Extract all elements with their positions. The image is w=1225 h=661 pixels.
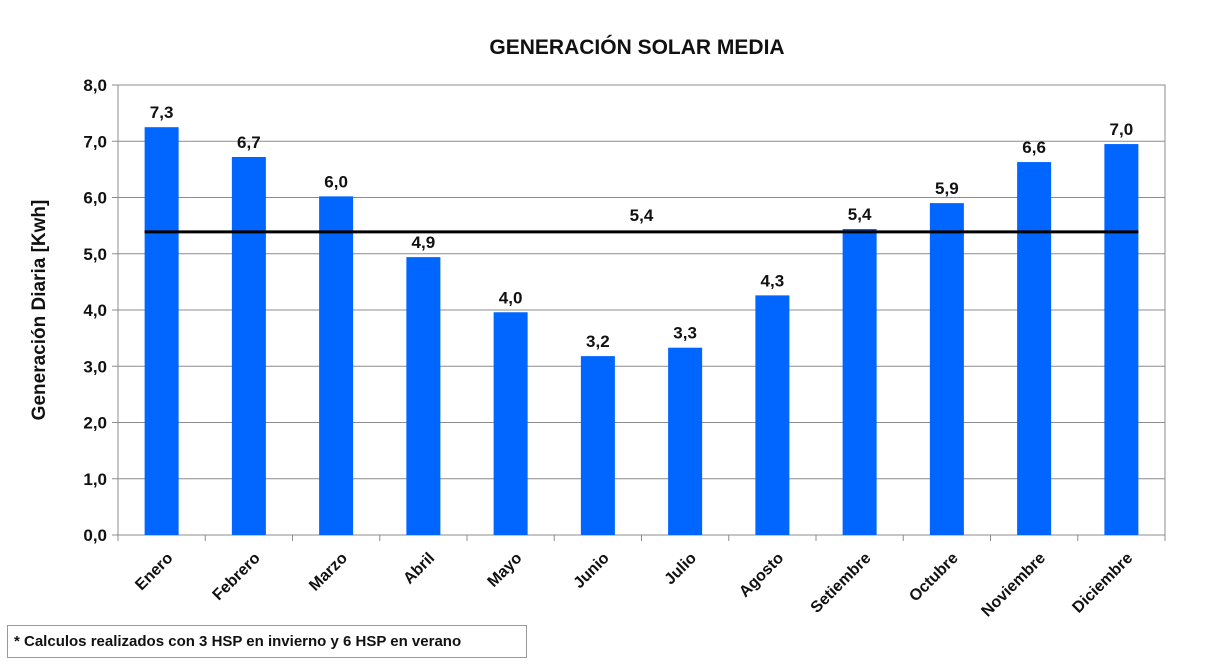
x-category-label: Agosto xyxy=(736,550,787,601)
x-category-label: Setiembre xyxy=(808,550,875,617)
y-tick-label: 4,0 xyxy=(83,301,107,320)
bar xyxy=(755,295,790,535)
x-category-label: Diciembre xyxy=(1069,550,1136,617)
bar xyxy=(668,347,703,535)
bar xyxy=(842,229,877,535)
data-label: 4,3 xyxy=(761,271,785,290)
x-category-label: Mayo xyxy=(485,550,526,591)
gridlines xyxy=(118,140,1165,480)
x-category-label: Noviembre xyxy=(978,550,1049,621)
chart-title: GENERACIÓN SOLAR MEDIA xyxy=(489,35,784,59)
x-category-label: Junio xyxy=(571,550,613,592)
reference-line-group: 5,4 xyxy=(144,206,1139,234)
y-tick-label: 5,0 xyxy=(83,245,107,264)
bar xyxy=(1104,144,1139,535)
data-label: 4,9 xyxy=(412,233,436,252)
y-tick-label: 7,0 xyxy=(83,132,107,151)
y-tick-label: 2,0 xyxy=(83,414,107,433)
data-label: 6,0 xyxy=(324,172,348,191)
data-label: 7,0 xyxy=(1110,120,1134,139)
y-tick-label: 6,0 xyxy=(83,189,107,208)
y-tick-label: 0,0 xyxy=(83,526,107,545)
y-tick-label: 8,0 xyxy=(83,76,107,95)
y-tick-label: 1,0 xyxy=(83,470,107,489)
x-axis-categories: Enero Febrero Marzo Abril Mayo Junio Julio Agos… xyxy=(132,550,1136,621)
x-category-label: Octubre xyxy=(906,550,961,605)
bar xyxy=(406,257,441,535)
bar xyxy=(493,312,528,535)
x-category-label: Marzo xyxy=(306,550,351,595)
data-label: 3,2 xyxy=(586,332,610,351)
bars xyxy=(144,127,1139,535)
y-axis-label: Generación Diaria [Kwh] xyxy=(29,200,50,421)
bar xyxy=(231,157,266,535)
x-category-label: Febrero xyxy=(210,550,264,604)
bar xyxy=(319,196,354,535)
data-label: 4,0 xyxy=(499,288,523,307)
data-label: 6,7 xyxy=(237,133,261,152)
data-label: 5,4 xyxy=(848,205,872,224)
data-label: 5,9 xyxy=(935,179,959,198)
bar xyxy=(580,356,615,535)
bar xyxy=(144,127,179,535)
average-line-label: 5,4 xyxy=(630,206,654,225)
data-label: 6,6 xyxy=(1022,138,1046,157)
x-category-label: Enero xyxy=(132,550,176,594)
bar xyxy=(929,203,964,535)
y-axis-ticks: 0,0 1,0 2,0 3,0 4,0 5,0 6,0 7,0 8,0 xyxy=(83,76,1166,545)
y-tick-label: 3,0 xyxy=(83,357,107,376)
footnote: * Calculos realizados con 3 HSP en invie… xyxy=(7,625,527,658)
x-category-label: Julio xyxy=(662,550,701,589)
data-label: 3,3 xyxy=(673,324,697,343)
data-labels: 7,3 6,7 6,0 4,9 4,0 3,2 3,3 4,3 5,4 5,9 6,6 7,0 xyxy=(150,103,1133,351)
data-label: 7,3 xyxy=(150,103,174,122)
x-category-label: Abril xyxy=(400,550,438,588)
bar xyxy=(1017,162,1052,535)
